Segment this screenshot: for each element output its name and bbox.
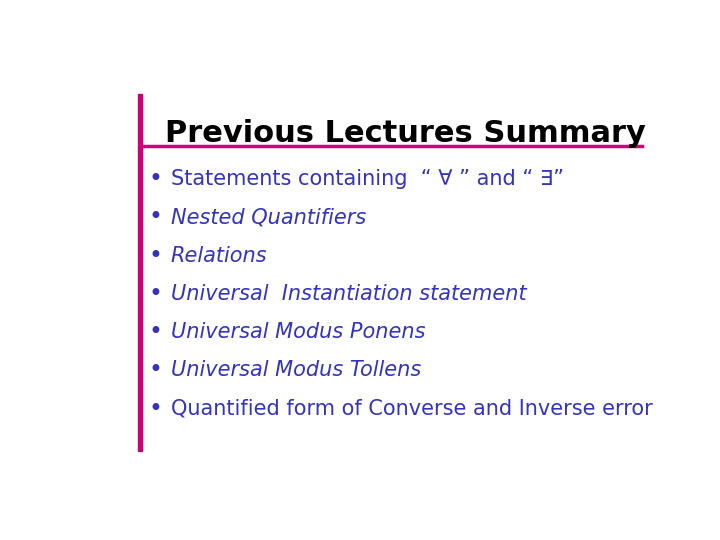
- Text: Quantified form of Converse and Inverse error: Quantified form of Converse and Inverse …: [171, 399, 652, 418]
- Text: •: •: [149, 167, 163, 191]
- Text: Relations: Relations: [171, 246, 268, 266]
- Text: Previous Lectures Summary: Previous Lectures Summary: [166, 119, 647, 148]
- Text: Nested Quantifiers: Nested Quantifiers: [171, 207, 366, 227]
- Bar: [138, 94, 143, 451]
- Text: Universal  Instantiation statement: Universal Instantiation statement: [171, 284, 526, 304]
- Text: •: •: [149, 205, 163, 229]
- Text: •: •: [149, 282, 163, 306]
- Text: •: •: [149, 397, 163, 421]
- Text: Universal Modus Tollens: Universal Modus Tollens: [171, 360, 421, 380]
- Text: •: •: [149, 244, 163, 268]
- Text: Universal Modus Ponens: Universal Modus Ponens: [171, 322, 426, 342]
- Text: Statements containing  “ ∀ ” and “ ∃”: Statements containing “ ∀ ” and “ ∃”: [171, 169, 564, 189]
- Text: •: •: [149, 320, 163, 344]
- Text: •: •: [149, 359, 163, 382]
